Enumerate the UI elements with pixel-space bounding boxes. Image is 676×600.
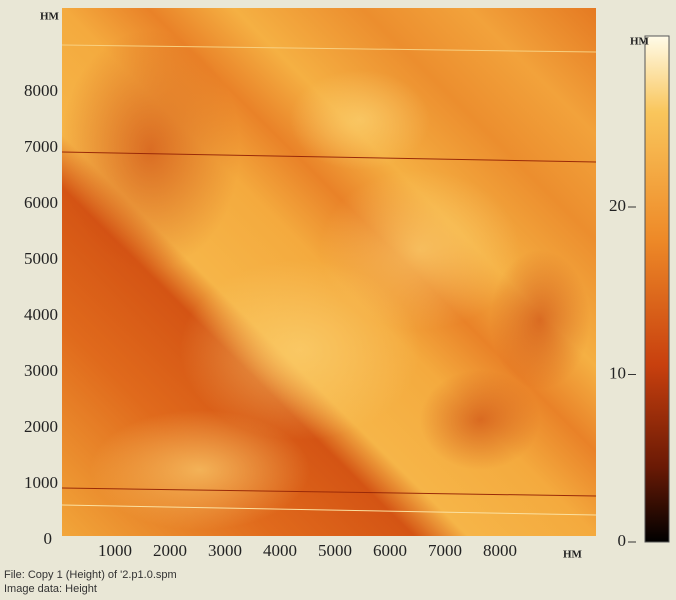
y-tick-label: 5000: [24, 249, 58, 268]
y-tick-label: 2000: [24, 417, 58, 436]
x-tick-label: 6000: [373, 541, 407, 560]
y-tick-label: 1000: [24, 473, 58, 492]
y-tick-label: 8000: [24, 81, 58, 100]
colorbar-unit: HM: [630, 36, 650, 48]
height-image: [60, 8, 597, 536]
y-tick-label: 6000: [24, 193, 58, 212]
colorbar: [644, 35, 670, 543]
x-tick-label: 1000: [98, 541, 132, 560]
file-label: File: Copy 1 (Height) of '2.p1.0.spm: [4, 569, 177, 581]
x-tick-label: 2000: [153, 541, 187, 560]
image-data-label: Image data: Height: [4, 583, 97, 595]
x-tick-label: 3000: [208, 541, 242, 560]
x-tick-label: 8000: [483, 541, 517, 560]
y-tick-label: 7000: [24, 137, 58, 156]
x-tick-label: 4000: [263, 541, 297, 560]
colorbar-tick-label: 0: [618, 531, 627, 550]
x-tick-label: 5000: [318, 541, 352, 560]
x-tick-label: 7000: [428, 541, 462, 560]
y-unit: HM: [40, 11, 60, 23]
y-tick-label: 4000: [24, 305, 58, 324]
colorbar-tick-label: 20: [609, 196, 626, 215]
x-unit: HM: [563, 549, 583, 561]
y-tick-label: 0: [44, 529, 53, 548]
y-tick-label: 3000: [24, 361, 58, 380]
colorbar-tick-label: 10: [609, 363, 626, 382]
